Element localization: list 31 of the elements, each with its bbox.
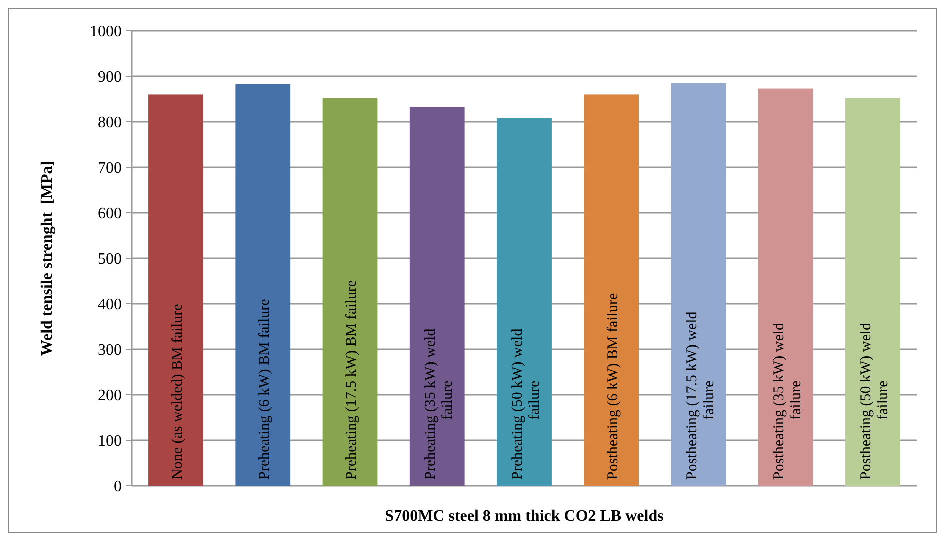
y-tick-label: 900 — [98, 69, 122, 86]
y-tick-label: 200 — [98, 388, 122, 405]
bar — [497, 118, 552, 486]
bar — [148, 94, 204, 486]
x-tick-label: Preheating (50 kW) weld failure — [510, 325, 543, 480]
y-tick-label: 600 — [98, 206, 122, 223]
y-tick-label: 800 — [98, 114, 122, 132]
x-tick-label: Postheating (17.5 kW) weld failure — [684, 311, 718, 480]
bar — [671, 83, 726, 486]
x-tick-label: Preheating (6 kW) BM failure — [257, 298, 274, 480]
bar — [236, 84, 291, 486]
bar — [410, 106, 465, 486]
y-tick-label: 100 — [98, 433, 122, 450]
x-tick-label: None (as welded) BM failure — [170, 304, 186, 480]
y-tick-label: 1000 — [90, 24, 122, 41]
bar — [584, 94, 640, 486]
x-tick-label: Preheating (17.5 kW) BM failure — [344, 280, 360, 480]
y-tick-label: 300 — [98, 342, 122, 360]
y-axis-title: Weld tensile strenght [MPa] — [39, 160, 56, 356]
y-tick-label: 0 — [114, 478, 122, 496]
x-tick-label: Postheating (6 kW) BM failure — [606, 293, 622, 480]
y-tick-label: 400 — [98, 296, 122, 314]
y-tick-label: 500 — [98, 251, 122, 268]
bar — [846, 98, 900, 486]
x-axis-title: S700MC steel 8 mm thick CO2 LB welds — [385, 508, 664, 525]
y-tick-label: 700 — [98, 160, 122, 178]
x-tick-label: Postheating (35 kW) weld failure — [771, 322, 804, 480]
bar — [758, 88, 814, 486]
x-tick-label: Preheating (35 kW) weld failure — [422, 325, 456, 480]
x-tick-label: Postheating (50 kW) weld failure — [858, 322, 892, 480]
bar — [322, 98, 378, 486]
